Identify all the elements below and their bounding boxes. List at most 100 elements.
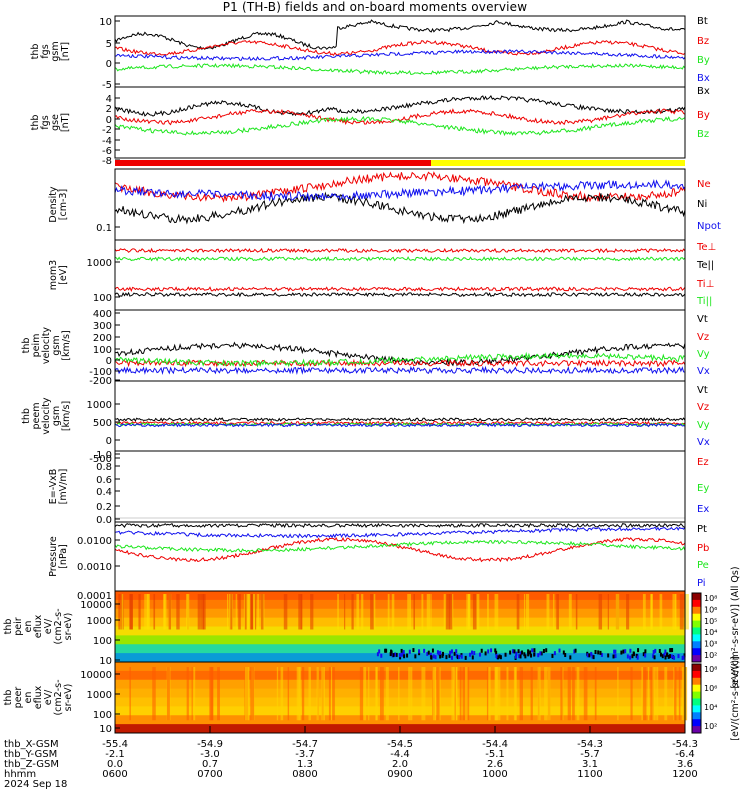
spectrogram-stripe — [546, 594, 550, 630]
spectrogram-stripe — [516, 594, 520, 630]
y-axis-label: peer — [13, 687, 24, 709]
x-tick-label: 1100 — [577, 769, 602, 780]
spectrogram-dropout — [670, 648, 673, 653]
y-axis-label: en — [23, 621, 34, 633]
spectrogram-dropout — [600, 652, 603, 657]
spectrogram-stripe — [432, 667, 436, 721]
spectrogram-stripe — [186, 594, 189, 630]
spectrogram-dropout — [539, 651, 542, 656]
spectrogram-dropout — [394, 652, 397, 657]
spectrogram-dropout — [390, 651, 393, 656]
y-tick-label: 0.0 — [96, 515, 112, 526]
legend-entry: Pt — [697, 524, 707, 535]
spectrogram-dropout — [515, 651, 518, 656]
spectrogram-stripe — [575, 594, 578, 630]
legend-entry: Pe — [697, 560, 709, 571]
spectrogram-stripe — [547, 667, 551, 721]
spectrogram-band — [115, 679, 685, 690]
x-tick-label: -54.5 — [387, 739, 413, 750]
spectrogram-stripe — [407, 594, 412, 630]
spectrogram-dropout — [408, 649, 411, 654]
x-tick-label: -6.4 — [675, 749, 695, 760]
legend-entry: Bz — [697, 129, 709, 140]
colorbar-segment — [692, 627, 701, 635]
spectrogram-band — [115, 599, 685, 610]
spectrogram-dropout — [521, 650, 524, 655]
spectrogram-dropout — [399, 655, 402, 660]
spectrogram-band — [115, 662, 685, 672]
y-axis-label: Pressure — [48, 536, 59, 577]
legend-entry: Vt — [697, 314, 708, 325]
spectrogram-stripe — [679, 594, 684, 630]
spectrogram-stripe — [642, 667, 647, 721]
spectrogram-stripe — [193, 667, 196, 721]
spectrogram-dropout — [519, 654, 522, 659]
spectrogram-dropout — [529, 650, 532, 655]
spectrogram-dropout — [652, 654, 655, 659]
spectrogram-stripe — [153, 594, 156, 630]
trace-fgs-gse-Bx — [114, 94, 686, 117]
spectrogram-stripe — [370, 594, 375, 630]
spectrogram-dropout — [654, 648, 657, 653]
y-axis-label: sr-eV) — [63, 613, 74, 641]
y-axis-label: thb — [30, 44, 41, 60]
spectrogram-stripe — [129, 667, 131, 721]
spectrogram-stripe — [118, 594, 121, 630]
spectrogram-dropout — [653, 655, 656, 660]
spectrogram-stripe — [301, 667, 305, 721]
y-tick-label: 10000 — [80, 670, 112, 681]
y-tick-label: 0.8 — [96, 462, 112, 473]
legend-entry: Ex — [697, 504, 709, 515]
spectrogram-dropout — [449, 650, 452, 655]
colorbar-tick-label: 10³ — [704, 640, 717, 649]
spectrogram-stripe — [356, 594, 359, 630]
spectrogram-dropout — [527, 652, 530, 657]
spectrogram-dropout — [530, 653, 533, 658]
spectrogram-dropout — [588, 653, 591, 658]
colorbar-segment — [692, 613, 701, 622]
y-tick-label: 200 — [93, 333, 112, 344]
spectrogram-stripe — [530, 667, 533, 721]
y-axis-label: [km/s] — [61, 401, 72, 431]
spectrogram-dropout — [597, 650, 600, 655]
y-tick-label: 0 — [106, 436, 112, 447]
x-axis-row-label: hhmm — [4, 769, 36, 780]
spectrogram-dropout — [439, 654, 442, 659]
y-axis-label: thb — [21, 338, 32, 354]
spectrogram-stripe — [451, 667, 456, 721]
spectrogram-stripe — [421, 594, 424, 630]
spectrogram-stripe — [650, 667, 654, 721]
y-tick-label: 0 — [106, 356, 112, 367]
spectrogram-stripe — [387, 594, 390, 630]
spectrogram-dropout — [378, 649, 381, 654]
spectrogram-stripe — [287, 667, 290, 721]
x-axis-row-label: thb_Y-GSM — [4, 749, 57, 760]
spectrogram-dropout — [456, 655, 459, 660]
y-tick-label: 0.0100 — [77, 536, 112, 547]
y-axis-label: eflux — [33, 614, 44, 638]
trace-temperature-Ti⊥ — [114, 247, 686, 254]
spectrogram-dropout — [432, 654, 435, 659]
mode-bar-segment — [431, 160, 685, 166]
spectrogram-dropout — [591, 654, 594, 659]
trace-temperature-Te|| — [114, 291, 686, 298]
spectrogram-stripe — [331, 667, 333, 721]
y-axis-label: en — [23, 692, 34, 704]
spectrogram-stripe — [462, 667, 467, 721]
trace-pressure-Pb — [114, 536, 686, 563]
spectrogram-dropout — [429, 652, 432, 657]
y-axis-label: [eV] — [58, 265, 69, 285]
spectrogram-stripe — [472, 594, 477, 630]
spectrogram-stripe — [488, 667, 491, 721]
panel-mode-bar — [115, 160, 685, 166]
x-tick-label: 0700 — [197, 769, 222, 780]
spectrogram-dropout — [574, 648, 577, 653]
y-axis-label: peem — [31, 403, 42, 430]
y-axis-label: peir — [13, 617, 24, 636]
legend-entry: Vz — [697, 402, 709, 413]
x-tick-label: 2.0 — [392, 759, 408, 770]
spectrogram-dropout — [434, 655, 437, 660]
spectrogram-stripe — [408, 667, 411, 721]
y-axis-label: gsm — [50, 41, 61, 61]
spectrogram-dropout — [445, 655, 448, 660]
